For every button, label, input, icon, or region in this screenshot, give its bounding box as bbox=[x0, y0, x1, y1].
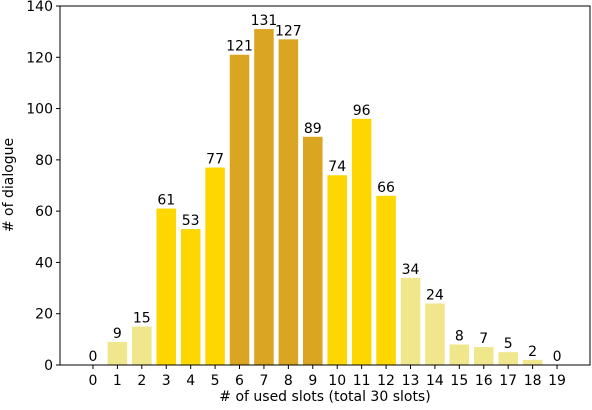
x-tick-label: 2 bbox=[137, 373, 146, 389]
value-label: 96 bbox=[353, 103, 371, 119]
x-tick-label: 13 bbox=[402, 373, 420, 389]
bar bbox=[205, 167, 225, 365]
bar bbox=[278, 39, 299, 365]
bar bbox=[327, 175, 347, 365]
x-tick-label: 5 bbox=[211, 373, 220, 389]
bar bbox=[107, 341, 128, 365]
value-label: 34 bbox=[402, 262, 420, 278]
y-tick-label: 120 bbox=[26, 50, 53, 66]
bar bbox=[303, 136, 323, 365]
x-tick-label: 0 bbox=[89, 373, 98, 389]
value-label: 77 bbox=[206, 152, 224, 168]
x-axis-label: # of used slots (total 30 slots) bbox=[219, 389, 430, 405]
x-tick-label: 15 bbox=[450, 373, 468, 389]
y-tick-label: 20 bbox=[35, 307, 53, 323]
bar bbox=[449, 344, 470, 365]
bar bbox=[400, 277, 421, 365]
x-tick-label: 9 bbox=[308, 373, 317, 389]
y-axis-label: # of dialogue bbox=[1, 138, 17, 232]
value-label: 121 bbox=[226, 39, 253, 55]
x-tick-label: 10 bbox=[328, 373, 346, 389]
y-tick-label: 100 bbox=[26, 102, 53, 118]
x-tick-label: 18 bbox=[524, 373, 542, 389]
y-tick-label: 140 bbox=[26, 0, 53, 15]
y-tick-label: 0 bbox=[44, 358, 53, 374]
value-label: 15 bbox=[133, 311, 151, 327]
x-tick-label: 3 bbox=[162, 373, 171, 389]
value-label: 5 bbox=[504, 336, 513, 352]
value-label: 24 bbox=[426, 287, 444, 303]
value-label: 2 bbox=[528, 344, 537, 360]
x-tick-label: 14 bbox=[426, 373, 444, 389]
y-tick-label: 60 bbox=[35, 204, 53, 220]
x-tick-label: 7 bbox=[259, 373, 268, 389]
x-tick-label: 11 bbox=[353, 373, 371, 389]
x-tick-label: 12 bbox=[377, 373, 395, 389]
bar bbox=[132, 326, 152, 365]
x-tick-label: 16 bbox=[475, 373, 493, 389]
bar bbox=[473, 347, 494, 365]
bar bbox=[180, 229, 201, 365]
x-tick-label: 17 bbox=[499, 373, 517, 389]
y-tick-label: 40 bbox=[35, 255, 53, 271]
y-tick-label: 80 bbox=[35, 153, 53, 169]
value-label: 127 bbox=[275, 23, 302, 39]
x-tick-label: 1 bbox=[113, 373, 122, 389]
value-label: 89 bbox=[304, 121, 322, 137]
bar bbox=[425, 303, 445, 365]
bar bbox=[351, 118, 372, 365]
value-label: 0 bbox=[89, 349, 98, 365]
value-label: 61 bbox=[157, 193, 175, 209]
value-label: 74 bbox=[328, 159, 346, 175]
value-label: 9 bbox=[113, 326, 122, 342]
value-label: 131 bbox=[251, 13, 278, 29]
bar bbox=[156, 208, 177, 365]
value-label: 0 bbox=[553, 349, 562, 365]
value-label: 53 bbox=[182, 213, 200, 229]
bar bbox=[229, 54, 250, 365]
x-tick-label: 19 bbox=[548, 373, 566, 389]
value-label: 66 bbox=[377, 180, 395, 196]
x-tick-label: 6 bbox=[235, 373, 244, 389]
x-tick-label: 8 bbox=[284, 373, 293, 389]
bar bbox=[376, 195, 396, 365]
bar bbox=[522, 359, 543, 365]
bar bbox=[498, 352, 518, 365]
value-label: 7 bbox=[479, 331, 488, 347]
x-tick-label: 4 bbox=[186, 373, 195, 389]
bar bbox=[254, 29, 274, 365]
value-label: 8 bbox=[455, 328, 464, 344]
plot-frame bbox=[59, 5, 591, 366]
